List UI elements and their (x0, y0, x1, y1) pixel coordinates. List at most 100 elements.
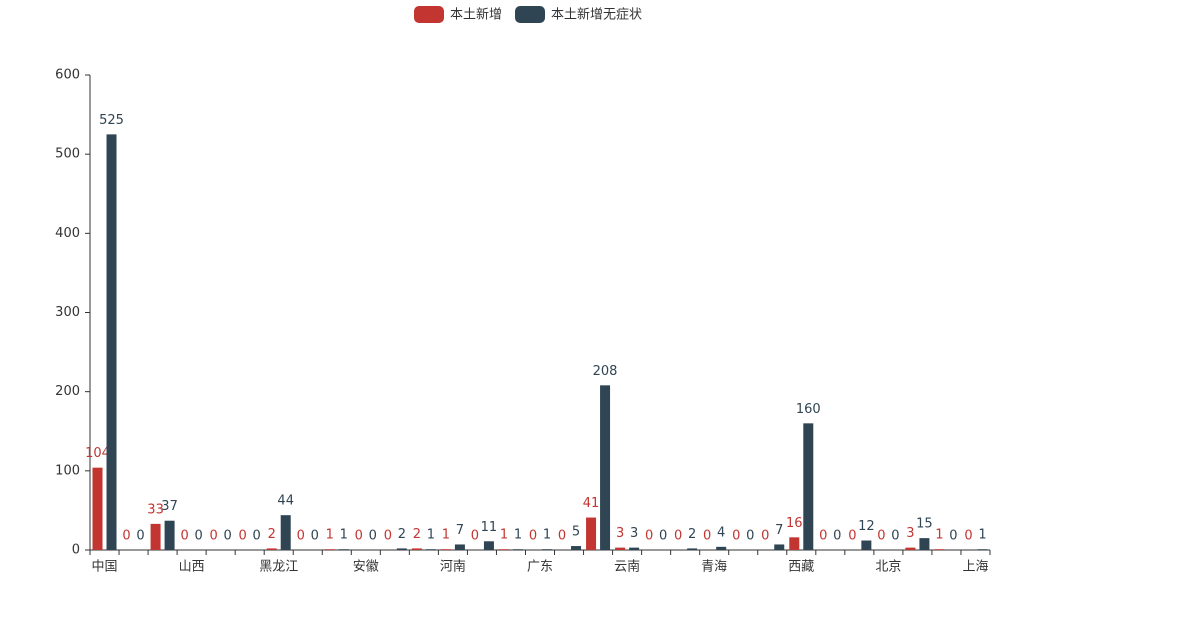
data-label: 0 (732, 529, 740, 544)
data-label: 0 (645, 529, 653, 544)
x-tick-label: 云南 (614, 559, 640, 575)
data-label: 1 (978, 528, 986, 543)
bar (861, 540, 872, 550)
data-label: 160 (796, 402, 821, 417)
bar (498, 549, 509, 550)
bar (977, 549, 988, 550)
data-label: 33 (147, 502, 164, 517)
data-label: 2 (268, 527, 276, 542)
bar (92, 467, 103, 550)
data-label: 5 (572, 525, 580, 540)
x-tick-label: 河南 (440, 559, 466, 575)
bar (280, 515, 291, 550)
data-label: 1 (340, 528, 348, 543)
data-label: 0 (848, 529, 856, 544)
data-label: 12 (858, 519, 875, 534)
bar (600, 385, 611, 550)
data-label: 7 (456, 523, 464, 538)
bar (542, 549, 552, 550)
data-label: 0 (761, 529, 769, 544)
x-tick-label: 上海 (962, 560, 988, 575)
data-label: 7 (775, 523, 783, 538)
data-label: 0 (180, 529, 188, 544)
bar (789, 537, 800, 550)
bar (266, 548, 277, 550)
data-label: 1 (427, 528, 435, 543)
data-label: 104 (85, 446, 110, 461)
legend-swatch (414, 6, 444, 23)
bar (615, 547, 626, 550)
x-tick-label: 黑龙江 (259, 560, 298, 575)
data-label: 1 (500, 528, 508, 543)
y-tick-label: 400 (55, 226, 80, 241)
bar (396, 548, 407, 550)
data-label: 0 (136, 529, 144, 544)
data-label: 0 (210, 529, 218, 544)
data-label: 1 (935, 528, 943, 543)
data-label: 0 (558, 529, 566, 544)
data-label: 2 (398, 527, 406, 542)
data-label: 0 (529, 529, 537, 544)
bar (454, 544, 465, 550)
bar (338, 549, 349, 550)
data-label: 3 (630, 526, 638, 541)
data-label: 1 (442, 528, 450, 543)
data-label: 0 (122, 529, 130, 544)
y-tick-label: 0 (72, 543, 80, 558)
data-label: 16 (786, 516, 803, 531)
bar (106, 134, 117, 550)
x-tick-label: 北京 (875, 560, 901, 575)
data-label: 0 (659, 529, 667, 544)
data-label: 1 (514, 528, 522, 543)
data-label: 0 (311, 529, 319, 544)
data-label: 0 (746, 529, 754, 544)
legend-label: 本土新增无症状 (551, 7, 642, 23)
x-tick-label: 中国 (92, 560, 118, 575)
x-tick-label: 山西 (179, 560, 205, 575)
data-label: 0 (253, 529, 261, 544)
data-label: 2 (688, 527, 696, 542)
y-tick-label: 500 (55, 147, 80, 162)
legend-swatch (515, 6, 546, 23)
bar (774, 544, 785, 550)
bar (411, 548, 422, 550)
data-label: 525 (99, 113, 124, 128)
data-label: 0 (355, 529, 363, 544)
data-label: 0 (384, 529, 392, 544)
data-label: 0 (819, 529, 827, 544)
data-label: 44 (277, 494, 294, 509)
bar (629, 547, 640, 550)
y-tick-label: 100 (55, 463, 80, 478)
bar (150, 523, 161, 550)
data-label: 0 (194, 529, 202, 544)
bar (905, 547, 916, 550)
data-label: 0 (877, 529, 885, 544)
y-tick-label: 600 (55, 68, 80, 83)
data-label: 4 (717, 525, 725, 540)
data-label: 11 (481, 520, 498, 535)
x-tick-label: 安徽 (353, 560, 379, 575)
data-label: 41 (583, 496, 600, 511)
data-label: 3 (906, 526, 914, 541)
data-label: 2 (413, 527, 421, 542)
data-label: 1 (326, 528, 334, 543)
bar (716, 546, 727, 550)
x-tick-label: 青海 (701, 560, 727, 575)
data-label: 0 (224, 529, 232, 544)
data-label: 0 (369, 529, 377, 544)
bar (425, 549, 436, 550)
data-label: 37 (161, 499, 178, 514)
bar (586, 517, 597, 550)
data-label: 1 (543, 528, 551, 543)
y-tick-label: 200 (55, 384, 80, 399)
bar (324, 549, 335, 550)
bar (440, 549, 451, 550)
bar (803, 423, 814, 550)
bar (571, 546, 582, 550)
legend-label: 本土新增 (450, 7, 502, 23)
data-label: 0 (891, 529, 899, 544)
data-label: 0 (297, 529, 305, 544)
data-label: 0 (833, 529, 841, 544)
bar (934, 549, 945, 550)
